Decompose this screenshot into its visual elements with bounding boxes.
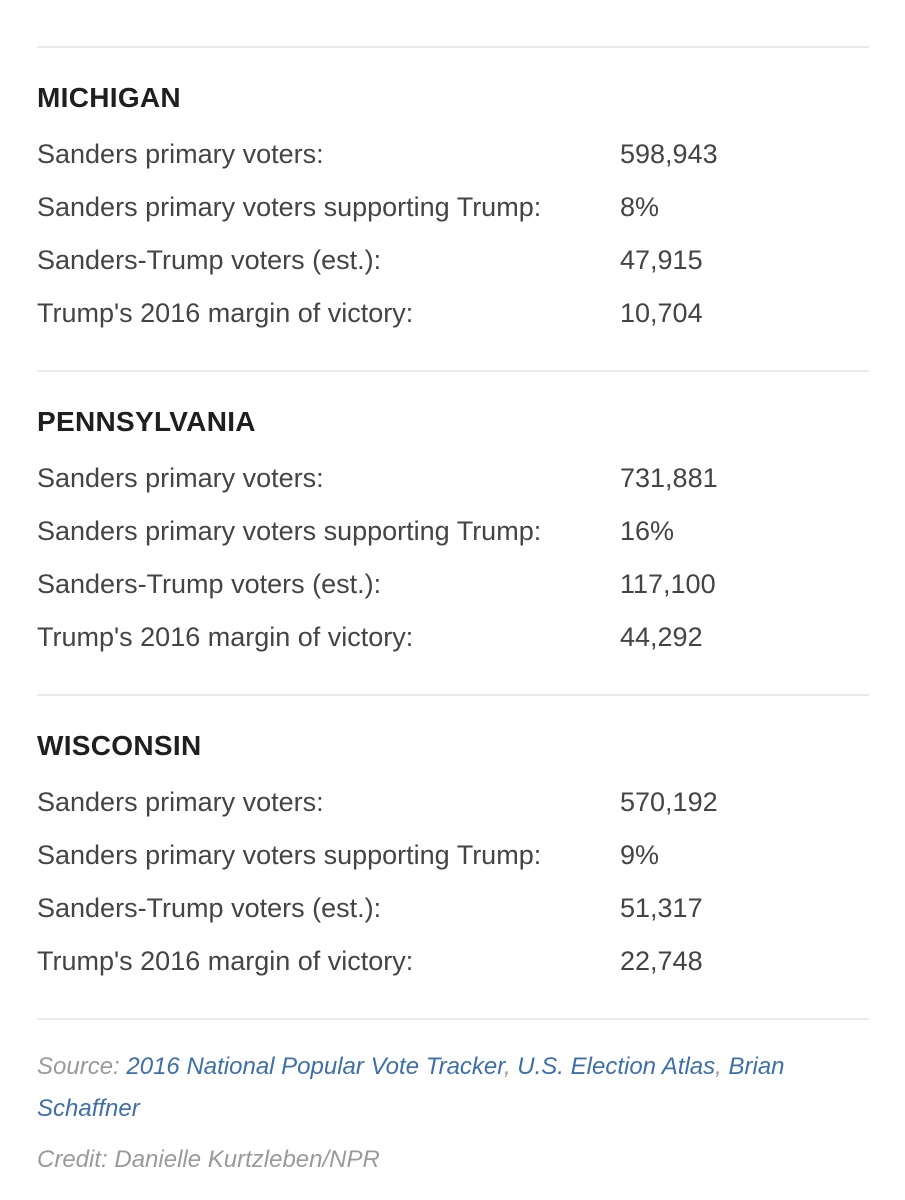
table-row: Trump's 2016 margin of victory: 10,704 xyxy=(37,298,869,338)
row-value: 44,292 xyxy=(620,622,703,652)
row-value: 8% xyxy=(620,192,660,222)
source-link-popular-vote-tracker[interactable]: 2016 National Popular Vote Tracker xyxy=(126,1053,504,1080)
source-separator: , xyxy=(503,1053,518,1080)
row-value: 598,943 xyxy=(620,139,718,169)
table-row: Sanders primary voters supporting Trump:… xyxy=(37,840,869,880)
row-label: Sanders-Trump voters (est.): xyxy=(37,569,382,599)
table-row: Sanders-Trump voters (est.): 47,915 xyxy=(37,245,869,285)
table-row: Sanders primary voters supporting Trump:… xyxy=(37,516,869,556)
divider xyxy=(37,694,869,696)
credit-note: Credit: Danielle Kurtzleben/NPR xyxy=(37,1146,380,1173)
state-block-pennsylvania: PENNSYLVANIA Sanders primary voters: 731… xyxy=(37,372,869,694)
row-label: Sanders-Trump voters (est.): xyxy=(37,245,382,275)
row-value: 117,100 xyxy=(620,569,716,599)
article-table: MICHIGAN Sanders primary voters: 598,943… xyxy=(37,0,869,1173)
row-label: Trump's 2016 margin of victory: xyxy=(37,298,414,328)
row-label: Sanders primary voters: xyxy=(37,787,324,817)
row-value: 22,748 xyxy=(620,946,703,976)
row-label: Trump's 2016 margin of victory: xyxy=(37,622,414,652)
row-label: Sanders primary voters supporting Trump: xyxy=(37,192,542,222)
row-value: 570,192 xyxy=(620,787,718,817)
state-block-michigan: MICHIGAN Sanders primary voters: 598,943… xyxy=(37,48,869,370)
row-label: Sanders primary voters: xyxy=(37,463,324,493)
divider xyxy=(37,46,869,48)
row-value: 10,704 xyxy=(620,298,703,328)
row-value: 51,317 xyxy=(620,893,703,923)
table-row: Sanders primary voters: 731,881 xyxy=(37,463,869,503)
row-label: Sanders primary voters supporting Trump: xyxy=(37,516,542,546)
state-heading: MICHIGAN xyxy=(37,82,181,113)
table-row: Sanders primary voters: 570,192 xyxy=(37,787,869,827)
state-heading: WISCONSIN xyxy=(37,730,202,761)
row-value: 47,915 xyxy=(620,245,703,275)
state-block-wisconsin: WISCONSIN Sanders primary voters: 570,19… xyxy=(37,696,869,1018)
row-value: 9% xyxy=(620,840,660,870)
row-label: Trump's 2016 margin of victory: xyxy=(37,946,414,976)
source-note: Source: 2016 National Popular Vote Track… xyxy=(37,1046,877,1130)
row-value: 16% xyxy=(620,516,675,546)
row-label: Sanders primary voters supporting Trump: xyxy=(37,840,542,870)
table-row: Trump's 2016 margin of victory: 22,748 xyxy=(37,946,869,986)
table-row: Trump's 2016 margin of victory: 44,292 xyxy=(37,622,869,662)
source-link-election-atlas[interactable]: U.S. Election Atlas xyxy=(517,1053,716,1080)
source-prefix: Source: xyxy=(37,1053,127,1080)
source-separator: , xyxy=(715,1053,729,1080)
table-row: Sanders-Trump voters (est.): 51,317 xyxy=(37,893,869,933)
table-row: Sanders-Trump voters (est.): 117,100 xyxy=(37,569,869,609)
row-label: Sanders primary voters: xyxy=(37,139,324,169)
row-value: 731,881 xyxy=(620,463,718,493)
divider xyxy=(37,1018,869,1020)
source-link-brian-schaffner[interactable]: Brian Schaffner xyxy=(37,1053,785,1122)
table-row: Sanders primary voters: 598,943 xyxy=(37,139,869,179)
row-label: Sanders-Trump voters (est.): xyxy=(37,893,382,923)
table-row: Sanders primary voters supporting Trump:… xyxy=(37,192,869,232)
divider xyxy=(37,370,869,372)
state-heading: PENNSYLVANIA xyxy=(37,406,256,437)
